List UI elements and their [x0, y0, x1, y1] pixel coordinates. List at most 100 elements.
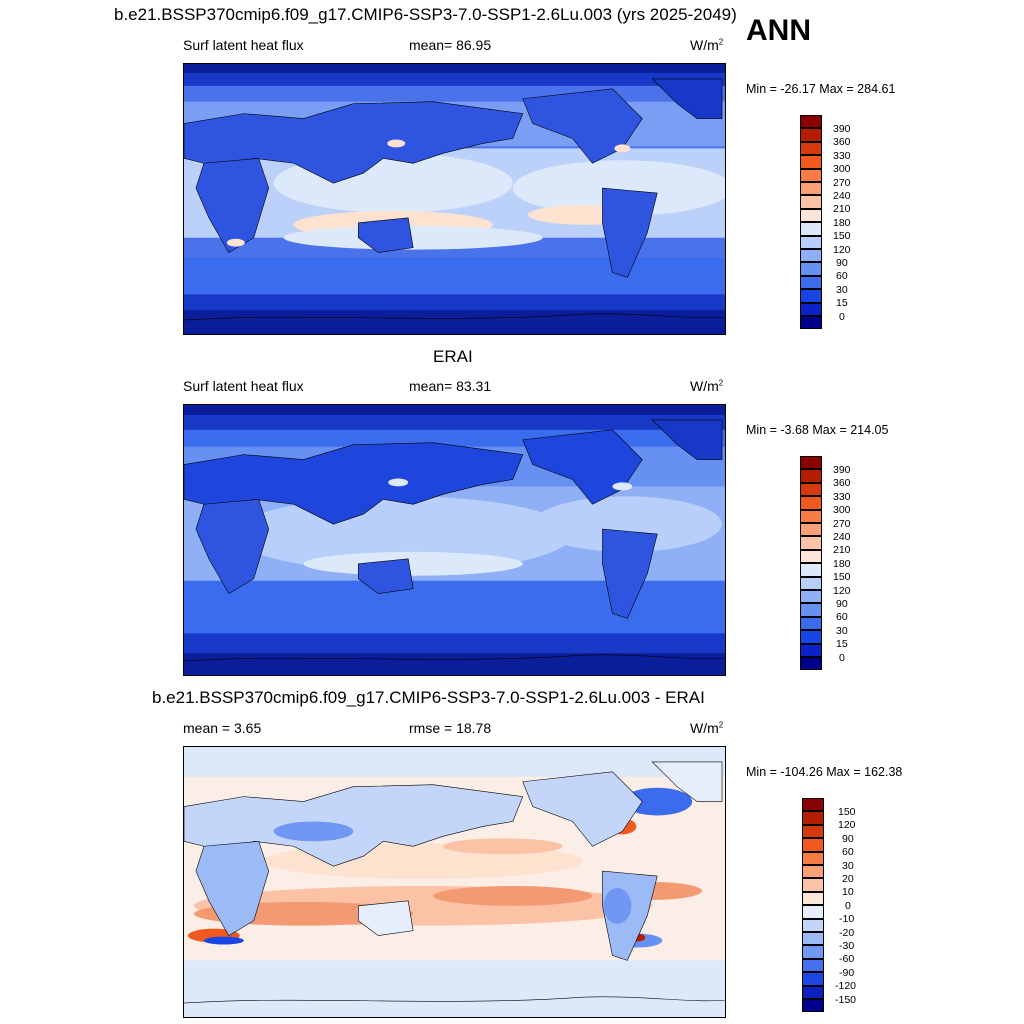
- panel2-colorbar-swatch: [800, 482, 822, 497]
- panel1-colorbar-tick: 30: [836, 283, 848, 296]
- panel2-colorbar-swatch: [800, 590, 822, 604]
- panel1-variable-label: Surf latent heat flux: [183, 37, 304, 53]
- panel3-colorbar-tick: 0: [845, 899, 851, 912]
- panel3-colorbar-tick: 30: [842, 859, 854, 872]
- panel1-colorbar-swatch: [800, 128, 822, 142]
- panel2-colorbar-tick: 210: [833, 544, 851, 557]
- panel3-colorbar-tick: -90: [839, 966, 855, 979]
- panel3-colorbar-swatch: [802, 798, 824, 812]
- panel2-title: ERAI: [433, 347, 473, 366]
- panel1-map-field: [184, 64, 725, 334]
- panel2-minmax: Min = -3.68 Max = 214.05: [746, 423, 889, 437]
- panel1-colorbar-swatch: [800, 262, 822, 276]
- panel2-colorbar-tick: 360: [833, 477, 851, 490]
- panel1-colorbar-swatch: [800, 249, 822, 263]
- panel3-map: [183, 746, 726, 1018]
- panel2-units: W/m2: [690, 378, 724, 394]
- panel2-colorbar-swatch: [800, 657, 822, 671]
- panel1-colorbar-swatch: [800, 235, 822, 249]
- panel1-colorbar-swatch: [800, 222, 822, 236]
- panel1-colorbar-swatch: [800, 302, 822, 316]
- panel1-colorbar-tick: 270: [833, 176, 851, 189]
- panel3-colorbar-swatch: [802, 985, 824, 999]
- panel2-colorbar-swatch: [800, 509, 822, 523]
- panel3-colorbar-swatch: [802, 999, 824, 1013]
- panel3-colorbar-tick: 150: [838, 806, 856, 818]
- panel1-map: [183, 63, 726, 335]
- panel1-colorbar-swatch: [800, 168, 822, 182]
- panel3-colorbar-tick: 90: [842, 832, 854, 845]
- panel3-colorbar-swatch: [802, 811, 824, 825]
- panel2-colorbar-swatch: [800, 536, 822, 550]
- panel1-colorbar-tick: 330: [833, 149, 851, 162]
- panel2-colorbar-tick: 90: [836, 598, 848, 610]
- panel1-colorbar-swatch: [800, 316, 822, 330]
- panel1-colorbar-tick: 360: [833, 136, 851, 149]
- panel3-colorbar-swatch: [802, 918, 824, 932]
- panel3-units: W/m2: [690, 720, 724, 736]
- panel2-colorbar-tick: 240: [833, 531, 851, 543]
- panel3-colorbar-swatch: [802, 891, 824, 906]
- panel3-colorbar-swatch: [802, 958, 824, 973]
- panel2-map: [183, 404, 726, 676]
- panel1-colorbar-swatch: [800, 289, 822, 303]
- season-label: ANN: [746, 14, 811, 47]
- panel3-colorbar-tick: 10: [842, 886, 854, 899]
- panel3-colorbar: 150 120 90 60 30 20 10 0 -10 -20 -30 -60…: [802, 798, 862, 1013]
- panel3-colorbar-swatch: [802, 878, 824, 892]
- panel1-colorbar-swatch: [800, 155, 822, 169]
- panel2-colorbar-swatch: [800, 523, 822, 537]
- panel3-colorbar-swatch: [802, 972, 824, 986]
- panel2-colorbar-swatch: [800, 496, 822, 510]
- panel1-colorbar-tick: 120: [833, 243, 851, 256]
- panel3-colorbar-tick: 20: [842, 873, 854, 885]
- panel1-colorbar-swatch: [800, 195, 822, 209]
- panel1-colorbar-tick: 300: [833, 163, 851, 176]
- panel2-colorbar-tick: 300: [833, 504, 851, 517]
- panel2-colorbar-tick: 150: [833, 571, 851, 584]
- panel2-colorbar-swatch: [800, 643, 822, 657]
- panel3-minmax: Min = -104.26 Max = 162.38: [746, 765, 903, 779]
- panel1-colorbar-tick: 180: [833, 216, 851, 229]
- panel1-colorbar-swatch: [800, 141, 822, 156]
- panel1-colorbar-swatch: [800, 182, 822, 196]
- panel2-colorbar-swatch: [800, 616, 822, 631]
- panel3-colorbar-tick: -20: [839, 926, 855, 939]
- panel2-colorbar-tick: 15: [836, 638, 848, 651]
- panel2-colorbar: 390 360 330 300 270 240 210 180 150 120 …: [800, 456, 860, 671]
- panel3-colorbar-swatch: [802, 851, 824, 865]
- panel3-mean-label: mean = 3.65: [183, 720, 262, 736]
- panel2-colorbar-tick: 120: [833, 584, 851, 597]
- panel3-title: b.e21.BSSP370cmip6.f09_g17.CMIP6-SSP3-7.…: [152, 688, 705, 707]
- panel1-units: W/m2: [690, 37, 724, 53]
- panel2-variable-label: Surf latent heat flux: [183, 378, 304, 394]
- panel3-colorbar-tick: -60: [839, 953, 855, 966]
- panel3-rmse-label: rmse = 18.78: [409, 720, 492, 736]
- panel2-colorbar-swatch: [800, 549, 822, 564]
- panel1-colorbar-tick: 15: [836, 297, 848, 310]
- panel2-colorbar-tick: 330: [833, 490, 851, 503]
- panel1-colorbar-swatch: [800, 115, 822, 129]
- panel2-colorbar-swatch: [800, 456, 822, 470]
- panel2-map-field: [184, 405, 725, 675]
- panel3-colorbar-swatch: [802, 838, 824, 852]
- panel3-colorbar-tick: 60: [842, 846, 854, 859]
- panel1-colorbar-swatch: [800, 275, 822, 290]
- panel1-title: b.e21.BSSP370cmip6.f09_g17.CMIP6-SSP3-7.…: [114, 5, 737, 24]
- panel2-colorbar-swatch: [800, 563, 822, 577]
- panel1-colorbar-tick: 150: [833, 230, 851, 243]
- panel1-minmax: Min = -26.17 Max = 284.61: [746, 82, 896, 96]
- panel1-colorbar-tick: 0: [839, 310, 845, 323]
- panel3-colorbar-tick: -30: [839, 940, 855, 952]
- panel1-colorbar-tick: 60: [836, 270, 848, 283]
- panel2-colorbar-tick: 180: [833, 557, 851, 570]
- panel3-colorbar-swatch: [802, 865, 824, 879]
- panel1-mean-label: mean= 86.95: [409, 37, 492, 53]
- panel3-colorbar-tick: -120: [835, 980, 857, 993]
- panel3-colorbar-swatch: [802, 932, 824, 946]
- panel1-colorbar-tick: 240: [833, 190, 851, 202]
- panel2-colorbar-swatch: [800, 576, 822, 590]
- panel3-colorbar-tick: -150: [835, 993, 857, 1006]
- panel2-colorbar-tick: 390: [833, 464, 851, 476]
- panel3-colorbar-tick: 120: [838, 819, 856, 832]
